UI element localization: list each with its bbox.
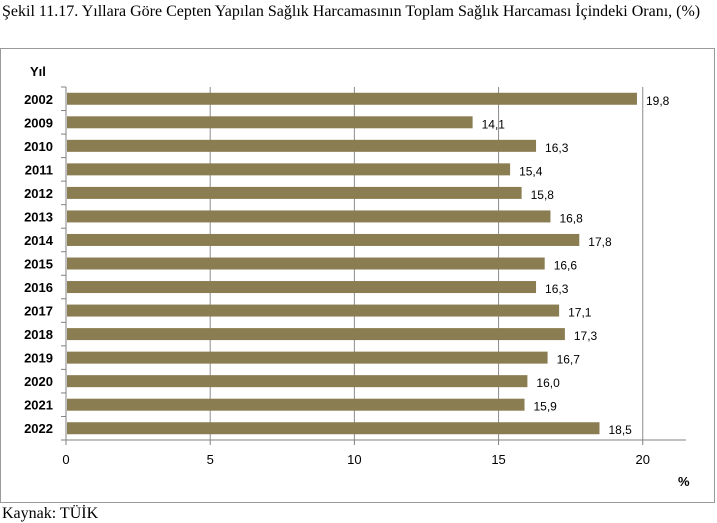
x-axis-title: % bbox=[678, 474, 690, 489]
data-label: 16,6 bbox=[554, 259, 578, 273]
bar bbox=[67, 210, 551, 223]
data-label: 15,4 bbox=[519, 164, 543, 178]
data-label: 16,3 bbox=[545, 282, 569, 296]
category-label: 2014 bbox=[24, 233, 54, 248]
data-label: 14,1 bbox=[482, 117, 506, 131]
bar bbox=[67, 422, 600, 435]
category-label: 2010 bbox=[24, 139, 53, 154]
data-label: 16,8 bbox=[559, 211, 583, 225]
category-label: 2013 bbox=[24, 209, 53, 224]
axes bbox=[61, 86, 686, 445]
x-tick-label: 10 bbox=[347, 452, 361, 467]
data-label: 16,3 bbox=[545, 141, 569, 155]
bar bbox=[67, 116, 473, 129]
data-label: 15,9 bbox=[534, 400, 558, 414]
category-label: 2009 bbox=[24, 115, 53, 130]
data-label: 15,8 bbox=[531, 188, 555, 202]
data-label: 18,5 bbox=[608, 423, 632, 437]
x-tick-label: 20 bbox=[636, 452, 650, 467]
bar bbox=[67, 257, 545, 270]
data-label: 17,8 bbox=[588, 235, 612, 249]
bar bbox=[67, 139, 537, 152]
x-tick-label: 15 bbox=[491, 452, 505, 467]
bar bbox=[67, 233, 580, 246]
bar bbox=[67, 328, 565, 341]
category-label: 2018 bbox=[24, 327, 53, 342]
category-label: 2012 bbox=[24, 186, 53, 201]
data-label: 16,0 bbox=[536, 376, 560, 390]
category-label: 2002 bbox=[24, 92, 53, 107]
x-tick-label: 5 bbox=[207, 452, 214, 467]
bar bbox=[67, 92, 637, 105]
bar bbox=[67, 186, 522, 199]
labels: 0 5 10 15 20 2002 19,8 2009 14,1 2010 16,3 2011 15,4… bbox=[24, 92, 670, 467]
category-label: 2015 bbox=[24, 257, 53, 272]
bar bbox=[67, 351, 548, 364]
data-label: 16,7 bbox=[557, 353, 581, 367]
source-note: Kaynak: TÜİK bbox=[2, 505, 99, 522]
bar bbox=[67, 375, 528, 388]
bars bbox=[67, 92, 637, 435]
y-axis-title: Yıl bbox=[30, 64, 46, 79]
figure-title: Şekil 11.17. Yıllara Göre Cepten Yapılan… bbox=[2, 3, 701, 20]
category-label: 2022 bbox=[24, 421, 53, 436]
chart-frame bbox=[0, 48, 715, 503]
data-label: 17,1 bbox=[568, 306, 592, 320]
bar bbox=[67, 163, 511, 176]
bar bbox=[67, 304, 560, 317]
category-label: 2016 bbox=[24, 280, 53, 295]
category-label: 2019 bbox=[24, 351, 53, 366]
category-label: 2017 bbox=[24, 304, 53, 319]
data-label: 17,3 bbox=[574, 329, 598, 343]
category-label: 2020 bbox=[24, 374, 53, 389]
bar bbox=[67, 398, 525, 411]
category-label: 2021 bbox=[24, 398, 53, 413]
category-label: 2011 bbox=[25, 162, 53, 177]
x-tick-label: 0 bbox=[62, 452, 69, 467]
data-label: 19,8 bbox=[646, 94, 670, 108]
bar bbox=[67, 281, 537, 294]
